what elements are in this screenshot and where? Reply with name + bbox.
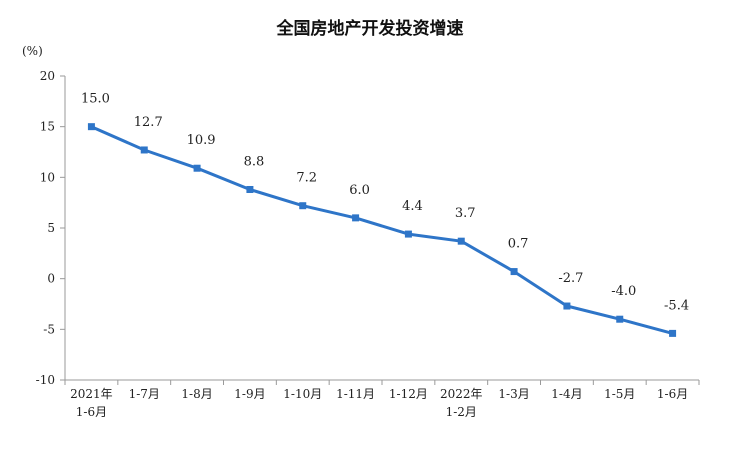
data-label: 4.4 <box>402 199 423 214</box>
data-point-marker <box>246 185 254 193</box>
chart-title: 全国房地产开发投资增速 <box>276 19 464 39</box>
x-tick-label: 1-2月 <box>446 405 477 419</box>
data-point-marker <box>669 329 677 337</box>
y-tick-label: -10 <box>36 373 55 387</box>
data-label: 15.0 <box>81 92 110 107</box>
x-tick-label: 1-10月 <box>283 387 322 401</box>
data-label: 12.7 <box>134 115 163 130</box>
y-tick-label: 10 <box>40 170 55 184</box>
data-label: 6.0 <box>349 183 370 198</box>
data-point-marker <box>563 302 571 310</box>
data-point-marker <box>404 230 412 238</box>
x-tick-label: 1-7月 <box>129 387 160 401</box>
data-label: -4.0 <box>611 284 636 299</box>
data-label: 3.7 <box>455 206 476 221</box>
data-label: 8.8 <box>244 154 265 169</box>
y-tick-label: -5 <box>43 322 55 336</box>
x-tick-label: 2021年 <box>70 387 113 401</box>
data-point-marker <box>616 315 624 323</box>
data-point-marker <box>193 164 201 172</box>
x-tick-label: 1-11月 <box>336 387 375 401</box>
data-point-marker <box>457 237 465 245</box>
series <box>87 123 677 337</box>
x-tick-label: 1-3月 <box>498 387 529 401</box>
y-ticks: 20 15 10 5 0 -5 -10 <box>36 69 65 387</box>
data-point-marker <box>352 214 360 222</box>
data-point-marker <box>140 146 148 154</box>
x-tick-label: 1-4月 <box>551 387 582 401</box>
series-line <box>90 125 673 335</box>
data-label: 7.2 <box>296 171 317 186</box>
y-tick-label: 0 <box>47 272 55 286</box>
y-axis-unit-label: (%) <box>22 44 43 58</box>
x-tick-label: 1-12月 <box>389 387 428 401</box>
x-tick-label: 1-6月 <box>657 387 688 401</box>
data-label: -2.7 <box>558 271 583 286</box>
data-label: 10.9 <box>187 133 216 148</box>
x-tick-label: 1-8月 <box>181 387 212 401</box>
data-labels: 15.0 12.7 10.9 8.8 7.2 6.0 4.4 3.7 0.7 -2.7 -4.0 -5… <box>81 92 689 314</box>
y-tick-label: 15 <box>40 120 55 134</box>
data-point-marker <box>510 268 518 276</box>
x-tick-label: 1-9月 <box>234 387 265 401</box>
y-tick-label: 20 <box>40 69 55 83</box>
x-tick-label: 2022年 <box>440 387 483 401</box>
data-label: -5.4 <box>664 298 689 313</box>
x-tick-label: 1-6月 <box>76 405 107 419</box>
y-tick-label: 5 <box>47 221 55 235</box>
data-point-marker <box>87 123 95 131</box>
x-ticks: 2021年 1-6月 1-7月 1-8月 1-9月 1-10月 1-11月 1-12月 2022… <box>64 380 700 419</box>
x-tick-label: 1-5月 <box>604 387 635 401</box>
data-point-marker <box>299 202 307 210</box>
data-label: 0.7 <box>508 237 529 252</box>
